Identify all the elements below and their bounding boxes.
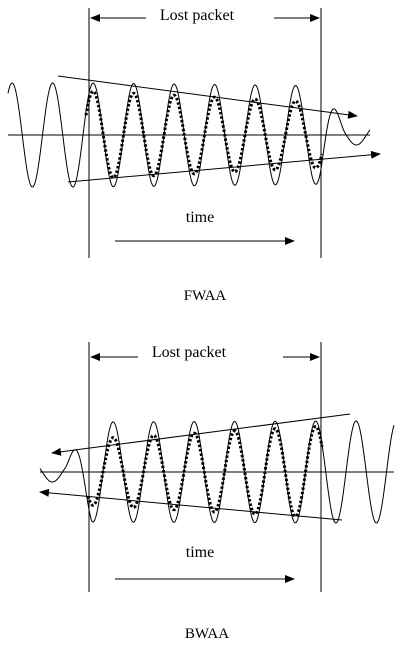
- bwaa-panel: Lost packet time BWAA: [39, 342, 395, 642]
- bwaa-original-waveform: [39, 420, 395, 524]
- bwaa-upper-envelope: [51, 413, 351, 456]
- fwaa-time-label: time: [186, 209, 214, 226]
- fwaa-lower-envelope: [67, 150, 381, 183]
- fwaa-original-waveform: [7, 82, 371, 188]
- fwaa-upper-envelope: [57, 75, 358, 119]
- fwaa-lost-label: Lost packet: [160, 7, 235, 24]
- bwaa-reconstructed-waveform: [86, 425, 324, 518]
- bwaa-lost-label: Lost packet: [152, 344, 227, 361]
- bwaa-time-label: time: [186, 544, 214, 561]
- bwaa-caption: BWAA: [185, 626, 229, 642]
- fwaa-panel: Lost packet time FWAA: [7, 7, 381, 304]
- fwaa-reconstructed-waveform: [84, 89, 324, 180]
- fwaa-caption: FWAA: [184, 288, 227, 304]
